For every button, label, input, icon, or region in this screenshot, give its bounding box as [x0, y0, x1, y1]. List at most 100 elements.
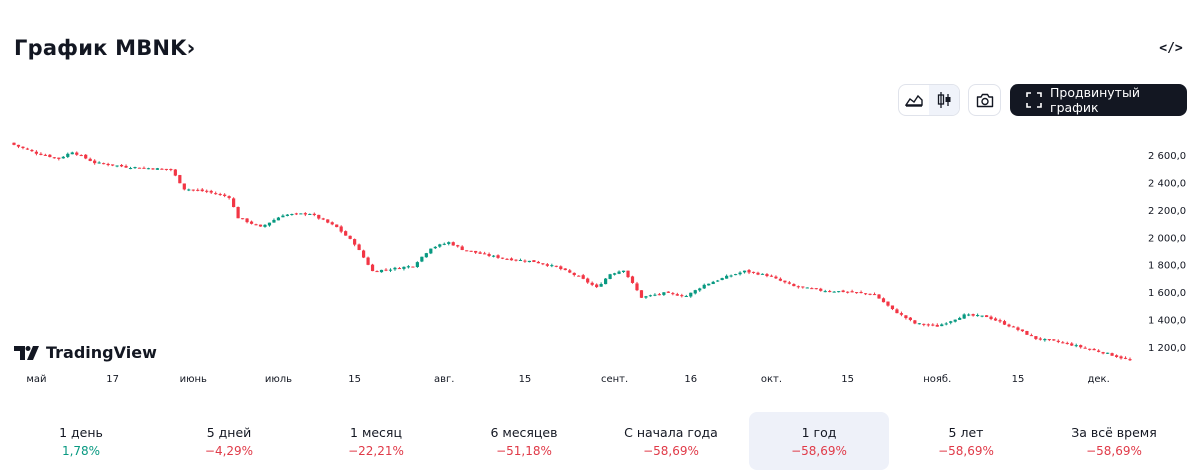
- candle-down: [191, 189, 195, 191]
- candle-down: [559, 266, 563, 270]
- candle-up: [729, 275, 733, 277]
- candle-up: [424, 253, 428, 258]
- period-change: 1,78%: [61, 444, 101, 458]
- period-tab[interactable]: За всё время −58,69%: [1044, 412, 1184, 470]
- candle-down: [164, 168, 168, 170]
- candle-down: [370, 264, 375, 272]
- candle-down: [657, 294, 661, 296]
- period-tab[interactable]: 6 месяцев −51,18%: [454, 412, 594, 470]
- candle-down: [545, 264, 549, 266]
- page-title[interactable]: График MBNK›: [14, 36, 196, 60]
- period-tab[interactable]: 5 дней −4,29%: [159, 412, 299, 470]
- x-tick-label: 15: [348, 374, 361, 385]
- tradingview-logo-icon: [14, 345, 39, 360]
- candle-up: [527, 260, 532, 263]
- candle-up: [379, 269, 384, 273]
- candle-down: [899, 313, 904, 315]
- candle-down: [850, 291, 854, 293]
- candle-down: [25, 148, 30, 150]
- candle-up: [720, 278, 724, 281]
- period-change: −58,69%: [938, 444, 994, 458]
- candle-down: [1056, 340, 1060, 342]
- candle-up: [684, 296, 688, 298]
- candle-down: [877, 294, 881, 299]
- candle-down: [989, 316, 993, 320]
- candle-down: [357, 244, 361, 251]
- period-change: −58,69%: [643, 444, 699, 458]
- code-icon[interactable]: </>: [1159, 41, 1183, 56]
- candle-up: [693, 290, 697, 294]
- candle-down: [303, 213, 307, 215]
- candle-down: [774, 276, 778, 279]
- candle-up: [599, 284, 603, 287]
- area-chart-button[interactable]: [899, 85, 929, 115]
- candle-down: [353, 239, 357, 245]
- candle-down: [16, 144, 21, 147]
- candle-up: [276, 217, 281, 221]
- candle-up: [447, 242, 451, 244]
- candle-down: [1034, 336, 1038, 339]
- candles: [12, 142, 1132, 361]
- candle-down: [563, 268, 567, 271]
- period-label: 1 год: [801, 425, 837, 440]
- candle-down: [196, 189, 200, 191]
- price-chart[interactable]: 2 600,0 2 400,0 2 200,0 2 000,0 1 800,0 1 600…: [0, 130, 1200, 390]
- candle-up: [1105, 352, 1110, 354]
- period-label: 1 день: [59, 425, 103, 440]
- candle-down: [1025, 331, 1029, 335]
- candle-down: [1083, 347, 1087, 349]
- candle-down: [52, 157, 56, 159]
- x-tick-label: авг.: [434, 374, 454, 385]
- period-tab[interactable]: С начала года −58,69%: [601, 412, 741, 470]
- period-label: 6 месяцев: [490, 425, 558, 440]
- candle-up: [976, 315, 980, 317]
- y-tick-label: 2 600,0: [1148, 151, 1186, 162]
- period-change: −4,29%: [204, 444, 254, 458]
- candle-down: [904, 315, 908, 319]
- period-tab[interactable]: 5 лет −58,69%: [896, 412, 1036, 470]
- y-tick-label: 1 200,0: [1148, 343, 1186, 354]
- candlestick-icon: [937, 92, 951, 108]
- candle-down: [1038, 338, 1042, 340]
- candle-down: [240, 218, 245, 220]
- tradingview-logo[interactable]: TradingView: [14, 343, 157, 362]
- candle-down: [317, 214, 321, 219]
- candle-down: [814, 288, 818, 290]
- candle-down: [908, 317, 912, 320]
- x-tick-label: дек.: [1087, 374, 1109, 385]
- candle-up: [702, 284, 706, 289]
- candle-down: [1101, 352, 1105, 354]
- candle-down: [209, 190, 213, 193]
- candle-down: [639, 290, 644, 298]
- period-tab[interactable]: 1 год −58,69%: [749, 412, 889, 470]
- candle-down: [671, 293, 675, 295]
- candle-down: [792, 284, 796, 287]
- candle-up: [406, 266, 411, 268]
- candle-up: [662, 292, 666, 295]
- candle-up: [617, 271, 621, 274]
- candle-down: [756, 272, 760, 275]
- candle-down: [796, 286, 800, 288]
- candle-up: [442, 243, 446, 245]
- candlestick-button[interactable]: [929, 85, 959, 115]
- candle-down: [21, 146, 25, 148]
- candle-up: [689, 292, 693, 297]
- candle-up: [738, 272, 742, 275]
- candle-up: [550, 265, 554, 267]
- candle-down: [200, 189, 204, 192]
- candle-down: [169, 169, 173, 171]
- period-change: −51,18%: [496, 444, 552, 458]
- candle-down: [411, 266, 415, 268]
- candle-down: [361, 250, 366, 258]
- candle-up: [608, 274, 612, 279]
- period-tab[interactable]: 1 день 1,78%: [11, 412, 151, 470]
- candle-down: [841, 290, 845, 293]
- advanced-chart-button[interactable]: Продвинутый график: [1010, 84, 1187, 116]
- y-tick-label: 1 800,0: [1148, 261, 1186, 272]
- candle-down: [487, 254, 491, 256]
- candle-up: [308, 213, 312, 215]
- period-tab[interactable]: 1 месяц −22,21%: [306, 412, 446, 470]
- candle-down: [1070, 343, 1074, 346]
- candle-down: [1110, 353, 1114, 356]
- screenshot-button[interactable]: [968, 84, 1001, 116]
